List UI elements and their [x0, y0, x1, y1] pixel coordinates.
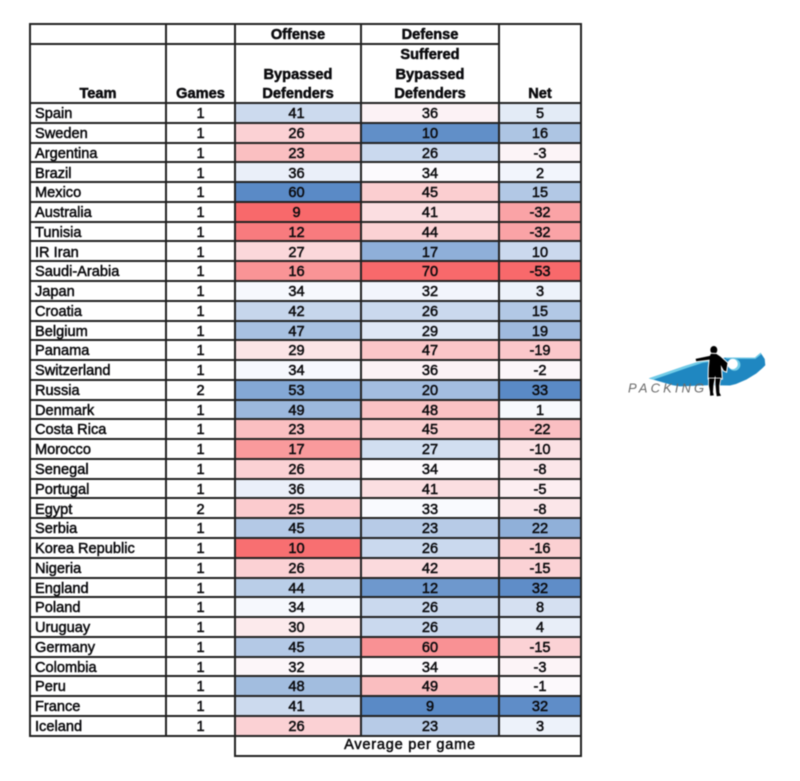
svg-text:PACKING: PACKING: [628, 380, 707, 395]
